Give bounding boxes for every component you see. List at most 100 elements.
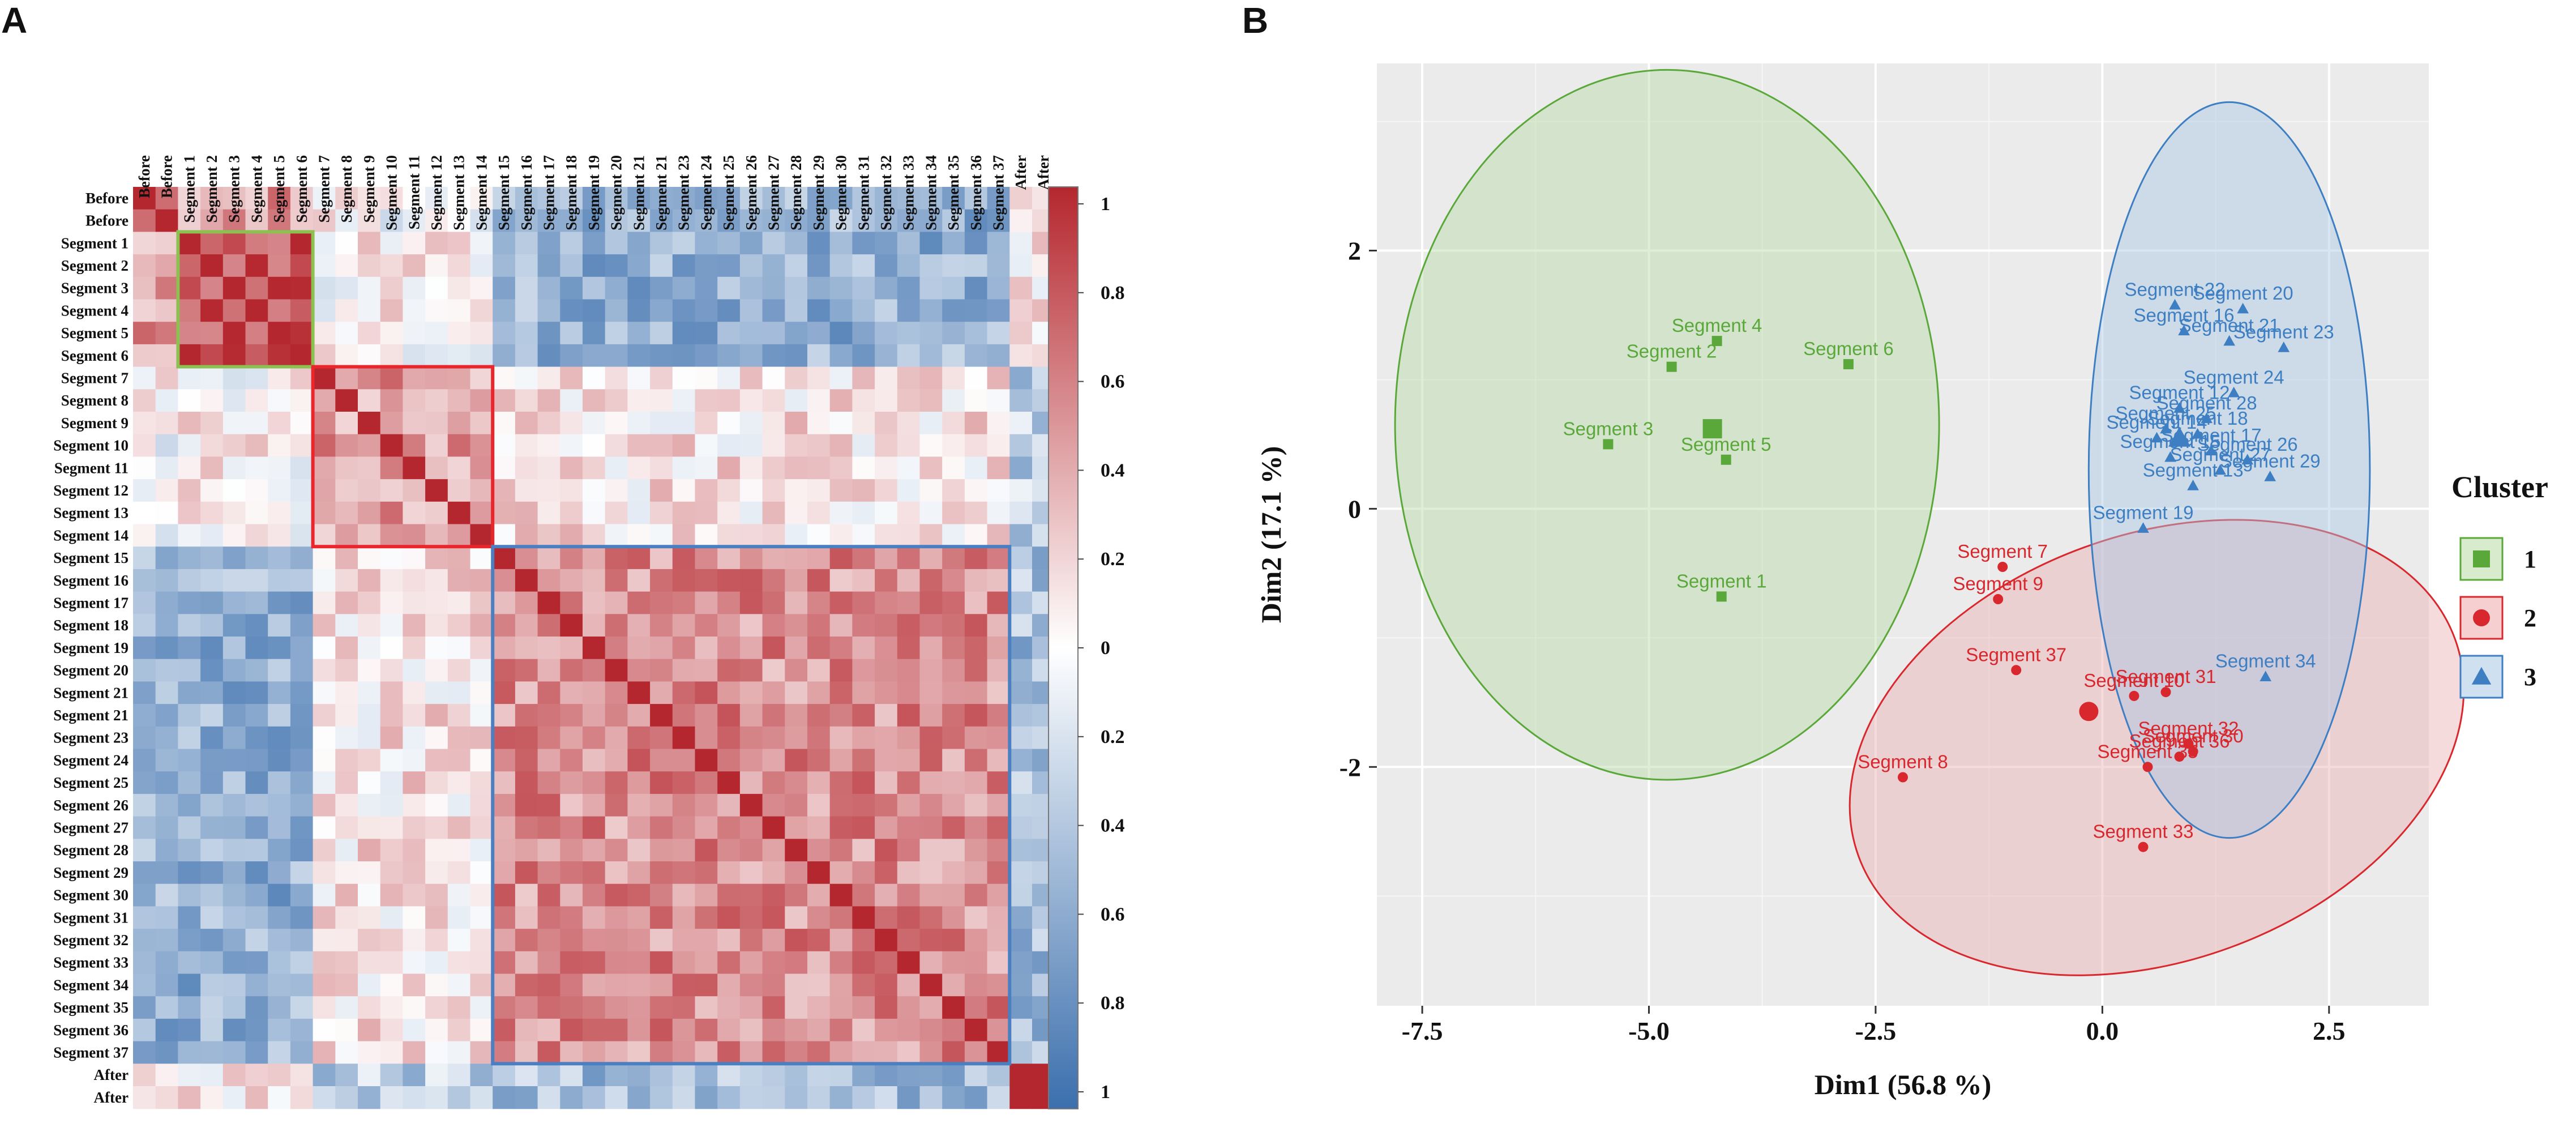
heatmap-cell [583, 793, 606, 817]
heatmap-cell [403, 883, 426, 907]
heatmap-col-label: Segment 2 [203, 155, 220, 223]
heatmap-cell [1009, 861, 1033, 885]
heatmap-cell [785, 1064, 808, 1087]
heatmap-cell [268, 187, 291, 210]
heatmap-cell [200, 659, 224, 682]
heatmap-cell [897, 726, 921, 750]
heatmap-cell [515, 951, 538, 975]
heatmap-row-label: Segment 1 [61, 234, 129, 251]
scatter-point [2228, 386, 2240, 398]
heatmap-cell [447, 254, 471, 277]
heatmap-col-label: Segment 16 [518, 155, 535, 230]
heatmap-cell [537, 569, 560, 592]
x-axis-title: Dim1 (56.8 %) [1815, 1069, 1991, 1100]
heatmap-cell [403, 996, 426, 1019]
heatmap-cell [785, 524, 808, 547]
heatmap-col-label: Segment 3 [226, 155, 243, 223]
heatmap-cell [829, 906, 853, 929]
heatmap-cell [155, 366, 178, 390]
heatmap-cell [335, 546, 358, 570]
heatmap-cell [695, 434, 718, 457]
heatmap-cell [380, 299, 403, 322]
heatmap-cell [335, 771, 358, 795]
heatmap-cell [919, 524, 943, 547]
heatmap-cell [268, 973, 291, 997]
heatmap-cell [919, 299, 943, 322]
heatmap-cell [762, 344, 785, 368]
heatmap-cell [852, 569, 875, 592]
scatter-point [2223, 335, 2235, 346]
heatmap-cell [537, 1064, 560, 1087]
heatmap-cell [964, 906, 988, 929]
heatmap-cell [493, 299, 516, 322]
heatmap-cell [919, 591, 943, 614]
heatmap-cell [515, 793, 538, 817]
heatmap-cell [290, 412, 314, 435]
heatmap-cell [335, 816, 358, 839]
heatmap-cell [739, 209, 763, 232]
y-tick-label: 0 [1348, 494, 1361, 523]
heatmap-cell [605, 479, 628, 502]
heatmap-cell [875, 209, 898, 232]
heatmap-cell [133, 929, 156, 952]
heatmap-cell [515, 883, 538, 907]
heatmap-cell [380, 434, 403, 457]
heatmap-cell [380, 412, 403, 435]
heatmap-cell [627, 1018, 651, 1042]
heatmap-cell [268, 816, 291, 839]
scatter-point [2237, 302, 2249, 314]
heatmap-col-label: Segment 30 [833, 155, 850, 230]
heatmap-cell [875, 1064, 898, 1087]
heatmap-cell [627, 951, 651, 975]
heatmap-cell [515, 209, 538, 232]
heatmap-cell [919, 816, 943, 839]
heatmap-cell [515, 771, 538, 795]
heatmap-cell [964, 501, 988, 525]
heatmap-cell [1009, 1018, 1033, 1042]
heatmap-cell [358, 906, 381, 929]
heatmap-cell [672, 276, 696, 300]
heatmap-cell [762, 771, 785, 795]
heatmap-col-label: Segment 13 [451, 155, 468, 230]
heatmap-cell [200, 793, 224, 817]
heatmap-cell [897, 1064, 921, 1087]
heatmap-cell [875, 861, 898, 885]
heatmap-cell [897, 366, 921, 390]
heatmap-cell [222, 276, 246, 300]
heatmap-cell [672, 637, 696, 660]
heatmap-cell [200, 412, 224, 435]
heatmap-cell [875, 929, 898, 952]
heatmap-cell [178, 996, 201, 1019]
heatmap-cell [403, 1086, 426, 1109]
heatmap-row-label: Segment 27 [53, 819, 129, 836]
heatmap-cell [447, 322, 471, 345]
heatmap-cell [425, 659, 448, 682]
heatmap-cell [358, 366, 381, 390]
heatmap-cell [627, 276, 651, 300]
heatmap-cell [897, 681, 921, 704]
heatmap-cell [1009, 771, 1033, 795]
heatmap-cell [335, 704, 358, 727]
heatmap-cell [380, 1018, 403, 1042]
heatmap-cell [650, 344, 673, 368]
heatmap-cell [919, 771, 943, 795]
heatmap-cell [829, 524, 853, 547]
heatmap-cell [852, 366, 875, 390]
scatter-point [2278, 341, 2290, 352]
heatmap-cell [1009, 479, 1033, 502]
heatmap-cell [313, 344, 336, 368]
heatmap-cell [155, 209, 178, 232]
heatmap-col-label: Segment 9 [361, 155, 378, 223]
heatmap-cell [200, 209, 224, 232]
heatmap-cell [785, 883, 808, 907]
heatmap-cell [717, 839, 741, 862]
scatter-point [1993, 594, 2004, 604]
heatmap-cell [200, 906, 224, 929]
heatmap-cell [942, 276, 965, 300]
heatmap-cell [425, 254, 448, 277]
heatmap-cell [133, 546, 156, 570]
heatmap-cell [672, 704, 696, 727]
heatmap-cell [268, 569, 291, 592]
heatmap-cell [358, 839, 381, 862]
heatmap-cell [583, 726, 606, 750]
